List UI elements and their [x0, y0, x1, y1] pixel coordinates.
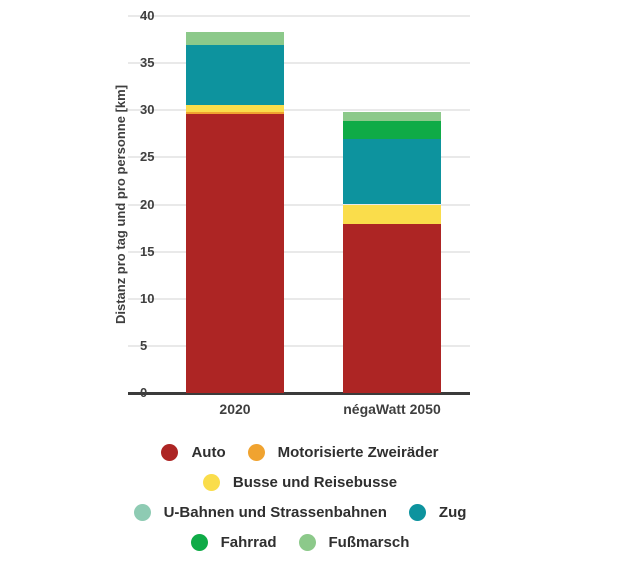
x-category-label-1: 2020 — [219, 401, 251, 417]
bar-segment-busse-und-reisebusse[interactable] — [343, 204, 441, 225]
legend-item-zug[interactable]: Zug — [408, 504, 467, 521]
gridline-y5 — [128, 344, 470, 347]
gridline-y15 — [128, 250, 470, 253]
legend-label: Fußmarsch — [328, 534, 410, 551]
legend-label: Motorisierte Zweiräder — [277, 444, 439, 461]
x-axis-line — [128, 392, 470, 395]
legend-swatch-icon — [133, 504, 151, 521]
legend-item-fußmarsch[interactable]: Fußmarsch — [298, 534, 410, 551]
y-tick-label-40: 40 — [140, 8, 155, 23]
y-tick-label-5: 5 — [140, 337, 148, 353]
gridline-y35 — [128, 62, 470, 65]
legend-item-fahrrad[interactable]: Fahrrad — [190, 534, 277, 551]
legend-item-busse-und-reisebusse[interactable]: Busse und Reisebusse — [202, 474, 398, 491]
bar-segment-auto[interactable] — [186, 114, 284, 393]
legend-row-3: U-Bahnen und Strassenbahnen Zug — [0, 504, 600, 521]
bar-segment-fußmarsch[interactable] — [186, 32, 284, 46]
bar-segment-fahrrad[interactable] — [343, 120, 441, 139]
legend-item-motorisierte-zweiräder[interactable]: Motorisierte Zweiräder — [247, 444, 439, 461]
gridline-y10 — [128, 297, 470, 300]
legend-label: Busse und Reisebusse — [232, 474, 398, 491]
chart-legend: Auto Motorisierte Zweiräder Busse und Reis… — [0, 444, 600, 551]
legend-swatch-icon — [190, 534, 208, 551]
legend-item-u-bahnen-und-strassenbahnen[interactable]: U-Bahnen und Strassenbahnen — [133, 504, 387, 521]
y-tick-label-35: 35 — [140, 55, 155, 71]
legend-row-4: Fahrrad Fußmarsch — [0, 534, 600, 551]
y-tick-label-0: 0 — [140, 385, 148, 400]
legend-label: Auto — [191, 444, 226, 461]
legend-swatch-icon — [408, 504, 426, 521]
y-tick-label-30: 30 — [140, 102, 155, 118]
gridline-y30 — [128, 109, 470, 112]
bar-segment-zug[interactable] — [343, 138, 441, 205]
y-tick-label-20: 20 — [140, 196, 155, 212]
gridline-y20 — [128, 203, 470, 206]
bar-2020 — [186, 0, 284, 393]
gridline-y40 — [128, 15, 470, 17]
legend-label: U-Bahnen und Strassenbahnen — [163, 504, 387, 521]
y-axis-title: Distanz pro tag und pro personne [km] — [113, 16, 129, 393]
legend-swatch-icon — [202, 474, 220, 491]
y-tick-label-15: 15 — [140, 243, 155, 259]
legend-row-1: Auto Motorisierte Zweiräder — [0, 444, 600, 461]
legend-row-2: Busse und Reisebusse — [0, 474, 600, 491]
legend-label: Zug — [438, 504, 467, 521]
legend-label: Fahrrad — [220, 534, 277, 551]
y-axis-title-text: Distanz pro tag und pro personne [km] — [113, 84, 129, 325]
legend-swatch-icon — [298, 534, 316, 551]
bar-segment-motorisierte-zweiräder[interactable] — [186, 112, 284, 114]
legend-swatch-icon — [161, 444, 179, 461]
legend-swatch-icon — [247, 444, 265, 461]
bar-segment-auto[interactable] — [343, 224, 441, 393]
bar-négawatt-2050 — [343, 0, 441, 393]
y-tick-label-25: 25 — [140, 149, 155, 165]
bar-segment-busse-und-reisebusse[interactable] — [186, 104, 284, 113]
legend-item-auto[interactable]: Auto — [161, 444, 226, 461]
x-category-label-2: négaWatt 2050 — [343, 401, 441, 417]
y-tick-label-10: 10 — [140, 290, 155, 306]
bar-segment-zug[interactable] — [186, 45, 284, 105]
gridline-y25 — [128, 156, 470, 159]
bar-segment-fußmarsch[interactable] — [343, 112, 441, 121]
